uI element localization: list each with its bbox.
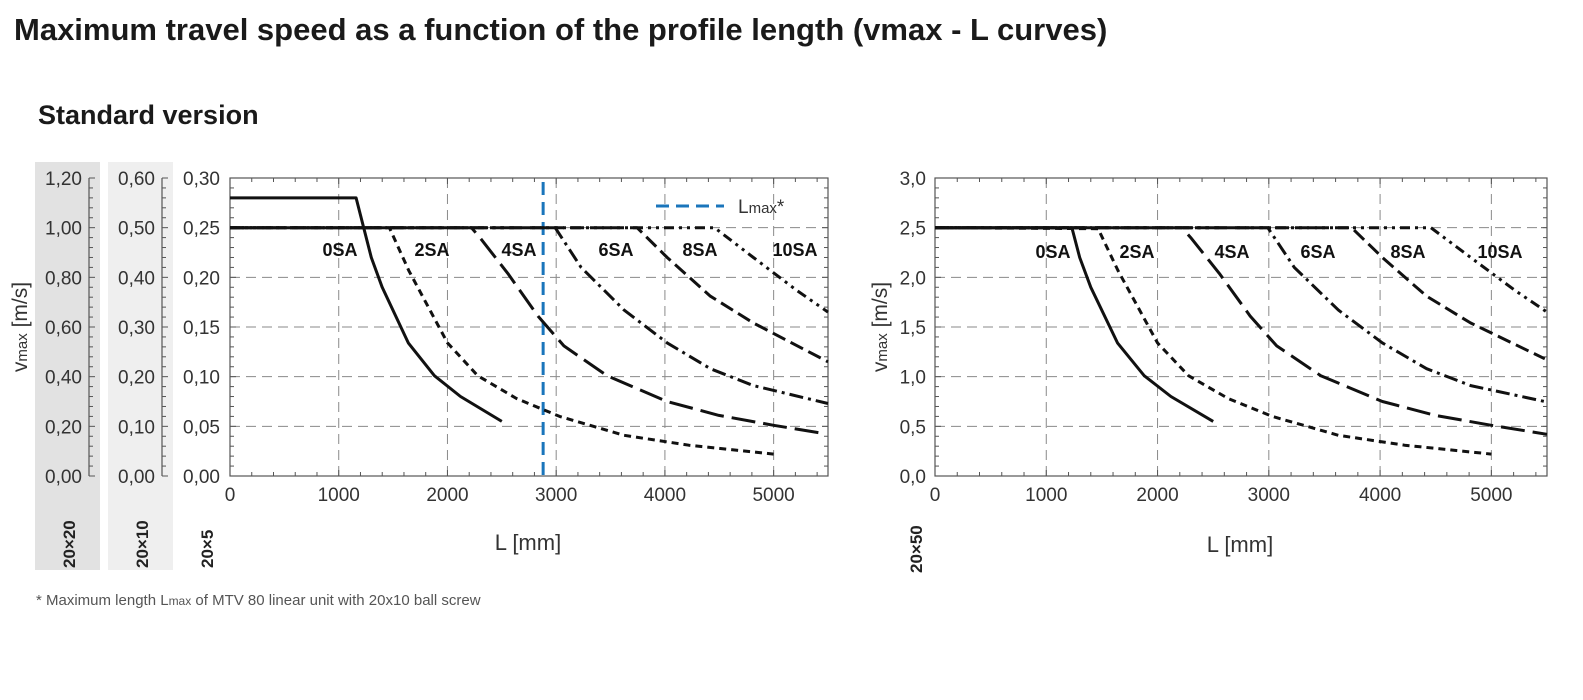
series-line-6sa [230,226,829,405]
series-label-8sa: 8SA [1390,242,1425,262]
series-line-4sa [230,226,823,435]
side-axis-tick-label: 1,00 [45,219,82,240]
axis-size-label: 20×50 [907,525,926,573]
y-tick-label: 0,20 [183,268,220,289]
y-axis-title-unit: [m/s] [869,282,892,333]
y-axis-title-v: v [869,361,892,372]
chart-1: 0,00 0,20 0,40 0,60 0,80 1,00 1,20 20×20 0,00 0,1… [9,162,829,570]
axis-size-label: 20×5 [198,530,217,568]
page-title: Maximum travel speed as a function of th… [14,12,1108,47]
side-axis-tick-label: 0,50 [118,219,155,240]
series-line-2sa [230,226,774,456]
legend-lmax-l: L [738,197,749,218]
side-axis-tick-label: 0,10 [118,417,155,438]
x-axis-title: L [mm] [1207,532,1273,557]
x-tick-label: 4000 [1359,485,1401,506]
y-tick-label: 0,00 [183,467,220,488]
x-tick-label: 2000 [426,485,468,506]
series-line-4sa [935,226,1548,436]
side-axis-tick-label: 0,20 [118,368,155,389]
chart-2: 0,0 0,5 1,0 1,5 2,0 2,5 3,0 0 1000 2000 3000 4000 50… [869,169,1548,573]
y-tick-label: 0,05 [183,417,220,438]
series-label-10sa: 10SA [772,240,817,260]
legend-lmax-label: Lmax* [738,197,785,218]
y-axis-title-v: v [9,361,32,372]
section-title: Standard version [38,100,259,130]
side-axis-tick-label: 0,20 [45,417,82,438]
y-tick-label: 0,15 [183,318,220,339]
legend-lmax-star: * [777,197,785,218]
series-line-6sa [935,226,1546,403]
axis-size-label: 20×20 [60,520,79,568]
side-axis-tick-label: 1,20 [45,169,82,190]
series-label-6sa: 6SA [598,240,633,260]
y-tick-label: 0,10 [183,368,220,389]
series-line-10sa [935,226,1548,314]
footnote-sub: max [168,594,192,608]
x-tick-label: 1000 [318,485,360,506]
y-tick-label: 0,5 [900,417,926,438]
x-tick-label: 2000 [1136,485,1178,506]
series-label-0sa: 0SA [322,240,357,260]
y-axis-title-sub: max [874,333,891,362]
side-axis-tick-label: 0,40 [45,368,82,389]
series-label-10sa: 10SA [1477,242,1522,262]
x-axis-title: L [mm] [495,530,561,555]
series-line-8sa [230,226,829,364]
series-label-4sa: 4SA [501,240,536,260]
x-tick-label: 3000 [535,485,577,506]
x-tick-label: 0 [225,485,236,506]
x-tick-label: 3000 [1248,485,1290,506]
y-tick-label: 1,5 [900,318,926,339]
x-tick-label: 5000 [752,485,794,506]
y-axis-title-unit: [m/s] [9,282,32,333]
side-axis-tick-label: 0,60 [45,318,82,339]
y-tick-label: 2,5 [900,219,926,240]
series-line-10sa [230,226,829,314]
series-label-2sa: 2SA [414,240,449,260]
y-tick-label: 0,30 [183,169,220,190]
series-label-0sa: 0SA [1035,242,1070,262]
side-axis-tick-label: 0,30 [118,318,155,339]
series-label-6sa: 6SA [1300,242,1335,262]
side-axis-tick-label: 0,60 [118,169,155,190]
series-line-2sa [934,226,1492,456]
x-tick-label: 1000 [1025,485,1067,506]
y-axis-title: vmax [m/s] [869,282,892,372]
y-tick-label: 1,0 [900,368,926,389]
legend-lmax-sub: max [749,200,778,217]
side-axis-tick-label: 0,00 [118,467,155,488]
x-tick-label: 0 [930,485,941,506]
series-label-2sa: 2SA [1119,242,1154,262]
x-tick-label: 5000 [1470,485,1512,506]
x-tick-label: 4000 [644,485,686,506]
series-label-4sa: 4SA [1214,242,1249,262]
y-axis-title-sub: max [14,333,31,362]
y-axis-title: vmax [m/s] [9,282,32,372]
footnote-text: * Maximum length L [36,592,169,609]
y-tick-label: 0,0 [900,467,926,488]
footnote: * Maximum length Lmax of MTV 80 linear u… [36,592,481,609]
axis-size-label: 20×10 [133,520,152,568]
series-label-8sa: 8SA [682,240,717,260]
side-axis-tick-label: 0,40 [118,268,155,289]
footnote-text-end: of MTV 80 linear unit with 20x10 ball sc… [191,592,481,609]
y-tick-label: 2,0 [900,268,926,289]
y-tick-label: 3,0 [900,169,926,190]
side-axis-tick-label: 0,00 [45,467,82,488]
side-axis-tick-label: 0,80 [45,268,82,289]
y-tick-label: 0,25 [183,219,220,240]
series-line-0sa [230,196,503,423]
series-line-0sa [935,226,1214,423]
